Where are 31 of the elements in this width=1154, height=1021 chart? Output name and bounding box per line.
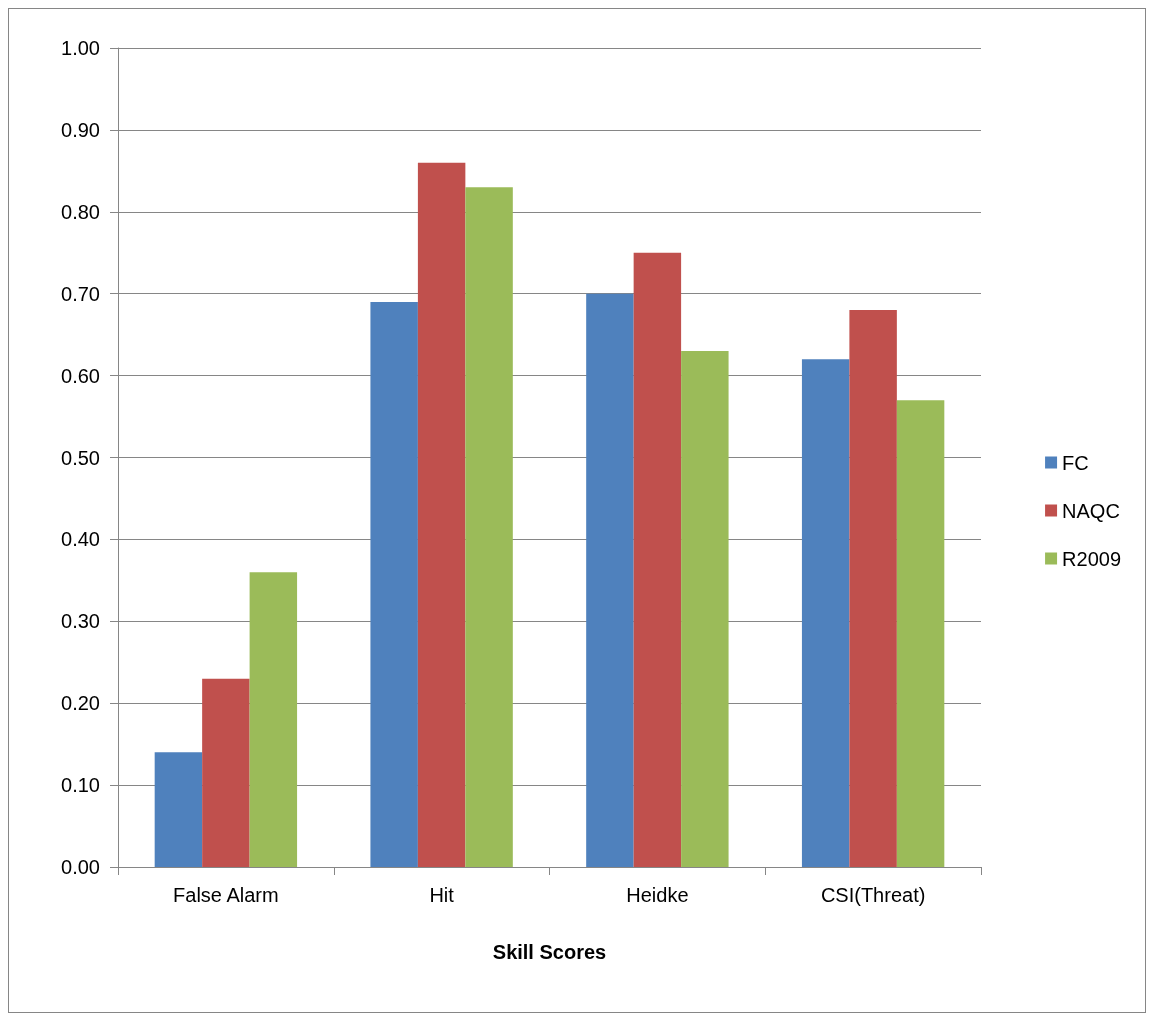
x-axis-title: Skill Scores (492, 941, 607, 963)
bar (465, 187, 513, 867)
bar (202, 678, 250, 867)
bar (801, 359, 850, 867)
y-tick-label: 1.00 (61, 37, 100, 59)
bar (586, 293, 634, 867)
y-tick-label: 0.90 (61, 118, 100, 141)
x-tick-label: CSI(Threat) (820, 884, 926, 906)
bar (849, 310, 897, 867)
y-tick-label: 0.40 (61, 528, 100, 551)
x-tick-label: Hit (429, 884, 455, 906)
bar (633, 252, 682, 867)
bar (681, 351, 729, 867)
bar (896, 400, 945, 867)
y-tick-label: 0.10 (61, 774, 100, 797)
y-tick-label: 0.80 (61, 200, 100, 223)
bar (417, 162, 466, 867)
legend-label: R2009 (1062, 547, 1121, 570)
bar (154, 752, 203, 867)
y-tick-label: 0.00 (61, 856, 100, 878)
legend-label: FC (1062, 451, 1089, 474)
y-tick-label: 0.70 (61, 282, 100, 305)
bar (249, 572, 298, 867)
y-tick-label: 0.60 (61, 364, 100, 387)
y-tick-label: 0.20 (61, 692, 100, 715)
x-tick-label: Heidke (626, 884, 689, 906)
y-tick-label: 0.50 (61, 446, 100, 469)
x-tick-label: False Alarm (173, 884, 279, 906)
y-tick-label: 0.30 (61, 610, 100, 633)
legend-label: NAQC (1062, 499, 1120, 522)
bar (370, 301, 418, 867)
